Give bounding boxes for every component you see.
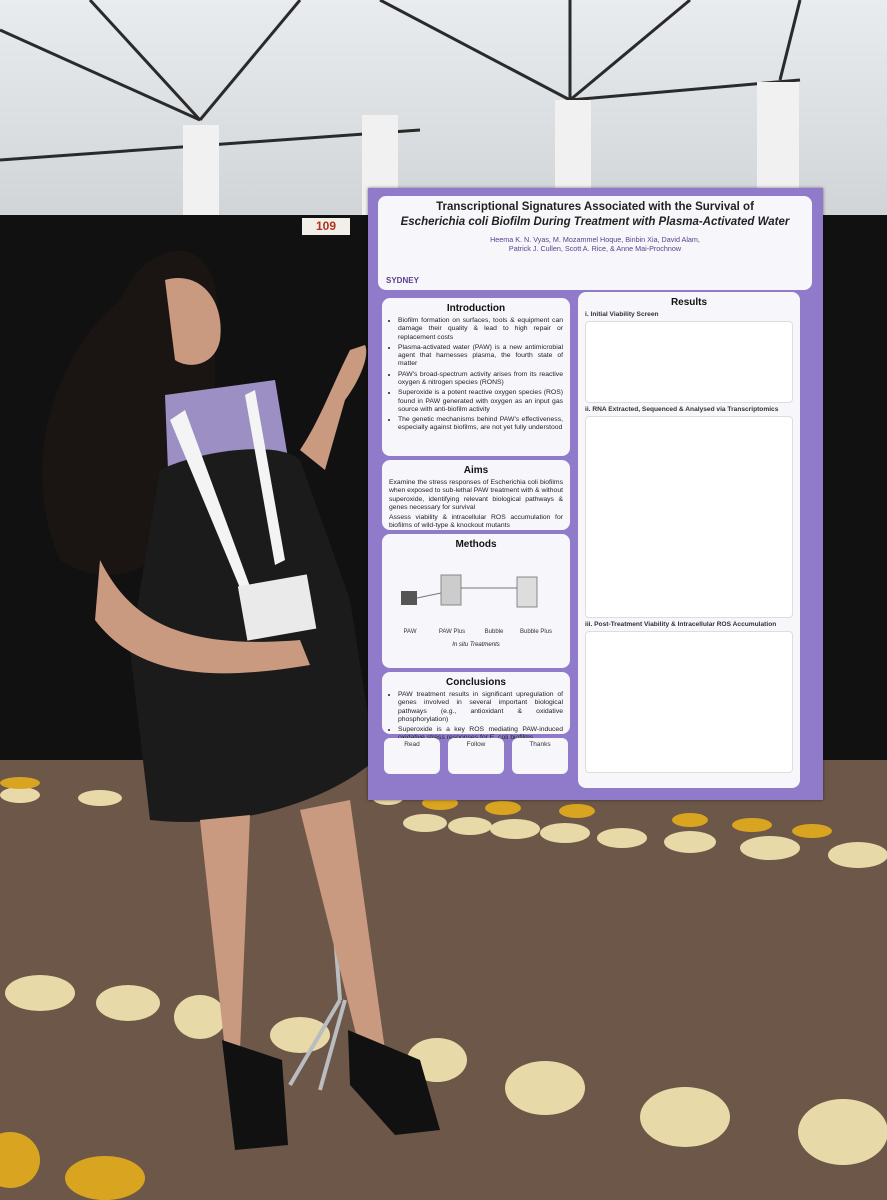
subsection-heading: ii. RNA Extracted, Sequenced & Analysed … — [585, 406, 779, 413]
bullet: Examine the stress responses of Escheric… — [389, 479, 563, 511]
methods-panel: Methods PAW PAW Plus Bubble Bubble Plus In … — [382, 534, 570, 668]
bullet: Plasma-activated water (PAW) is a new an… — [398, 344, 563, 369]
pillars — [183, 82, 799, 225]
bullet-list: Examine the stress responses of Escheric… — [389, 479, 563, 531]
bullet-list: PAW treatment results in significant upr… — [389, 691, 563, 743]
treatment-label: Bubble Plus — [519, 629, 553, 635]
figure — [585, 321, 793, 403]
section-heading: Aims — [463, 465, 489, 476]
university-logo: SYDNEY — [386, 276, 419, 285]
carpet — [0, 760, 887, 1200]
conclusions-panel: Conclusions PAW treatment results in sig… — [382, 672, 570, 741]
poster-title: Transcriptional Signatures Associated wi… — [436, 201, 754, 213]
section-heading: Introduction — [446, 303, 506, 314]
treatment-label: PAW — [403, 629, 417, 635]
bullet-list: Biofilm formation on surfaces, tools & e… — [389, 317, 563, 433]
footer-box: Follow — [448, 738, 504, 774]
authors: Patrick J. Cullen, Scott A. Rice, & Anne… — [508, 244, 682, 254]
introduction-panel: Introduction Biofilm formation on surfac… — [382, 298, 570, 456]
subsection-heading: iii. Post-Treatment Viability & Intracel… — [585, 621, 777, 628]
subsection-heading: i. Initial Viability Screen — [585, 311, 659, 318]
carpet-dots-yellow — [0, 777, 832, 1200]
footer-box: Thanks — [512, 738, 568, 774]
section-heading: Results — [670, 297, 708, 308]
figure — [585, 416, 793, 618]
footer-box: Read — [384, 738, 440, 774]
bullet: The genetic mechanisms behind PAW's effe… — [398, 416, 563, 433]
caption: In situ Treatments — [452, 642, 500, 648]
bullet: Assess viability & intracellular ROS acc… — [389, 514, 563, 530]
treatment-labels: PAW PAW Plus Bubble Bubble Plus — [389, 620, 563, 638]
person — [42, 250, 440, 1150]
poster-title: Escherichia coli Biofilm During Treatmen… — [400, 215, 790, 228]
bullet: Biofilm formation on surfaces, tools & e… — [398, 317, 563, 342]
aims-panel: Aims Examine the stress responses of Esc… — [382, 460, 570, 530]
figure — [585, 631, 793, 773]
booth-number: 109 — [302, 218, 350, 235]
authors: Heema K. N. Vyas, M. Mozammel Hoque, Bin… — [490, 234, 700, 244]
bullet: Superoxide is a key ROS mediating PAW-in… — [398, 726, 563, 743]
poster: Transcriptional Signatures Associated wi… — [368, 188, 823, 800]
treatment-label: PAW Plus — [438, 629, 466, 635]
results-panel: Results i. Initial Viability Screen ii. … — [578, 292, 800, 788]
methods-diagram — [401, 574, 538, 608]
bullet: PAW's broad-spectrum activity arises fro… — [398, 371, 563, 388]
treatment-label: Bubble — [484, 629, 504, 635]
section-heading: Methods — [455, 539, 497, 550]
bullet: Superoxide is a potent reactive oxygen s… — [398, 389, 563, 414]
title-panel: Transcriptional Signatures Associated wi… — [378, 196, 812, 290]
section-heading: Conclusions — [445, 677, 506, 688]
bullet: PAW treatment results in significant upr… — [398, 691, 563, 724]
